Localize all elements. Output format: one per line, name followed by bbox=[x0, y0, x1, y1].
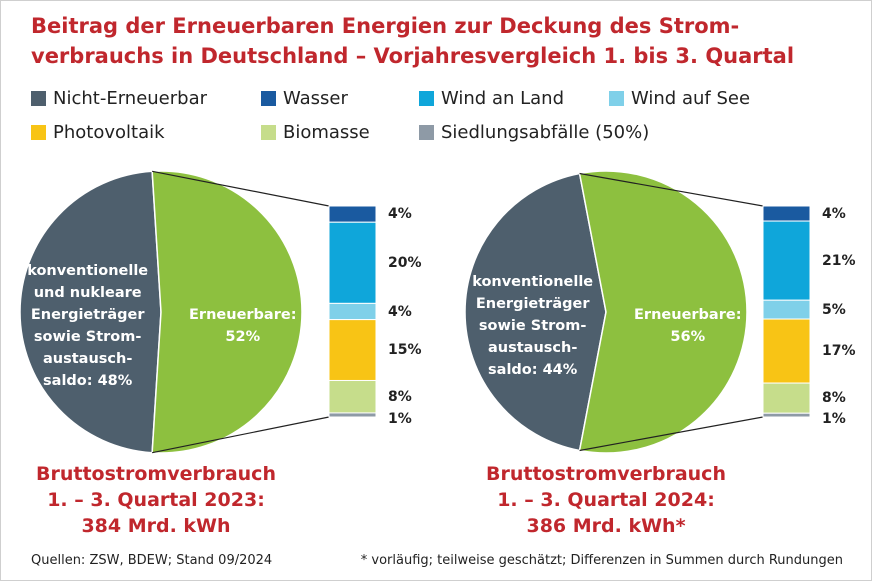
bar-segment bbox=[762, 205, 811, 222]
slice-label: Erneuerbare: 52% bbox=[189, 307, 297, 345]
segment-label: 15% bbox=[388, 342, 422, 359]
bar-segment bbox=[762, 299, 811, 320]
bar-segment bbox=[328, 379, 377, 414]
pie-slice bbox=[19, 170, 162, 454]
bar-segment bbox=[762, 220, 811, 301]
pie-slice bbox=[578, 170, 748, 454]
segment-label: 1% bbox=[822, 411, 846, 428]
bar-segment bbox=[762, 412, 811, 418]
bar-segment bbox=[328, 412, 377, 418]
legend-label: Photovoltaik bbox=[53, 122, 165, 143]
pie-slice bbox=[464, 172, 607, 452]
legend-swatch bbox=[261, 91, 276, 106]
footnote: * vorläufig; teilweise geschätzt; Differ… bbox=[360, 553, 843, 568]
chart-subtitle: Bruttostromverbrauch 1. – 3. Quartal 202… bbox=[486, 463, 726, 537]
legend-swatch bbox=[419, 91, 434, 106]
bar-segment bbox=[328, 205, 377, 223]
bar-segment bbox=[762, 318, 811, 384]
slice-label: Erneuerbare: 56% bbox=[634, 307, 742, 345]
bar-segment bbox=[328, 302, 377, 321]
legend-label: Wind an Land bbox=[441, 88, 565, 109]
segment-label: 1% bbox=[388, 410, 412, 427]
segment-label: 4% bbox=[388, 206, 412, 223]
connector bbox=[579, 172, 764, 207]
bar-segment bbox=[328, 319, 377, 381]
connector bbox=[579, 416, 764, 452]
chart-title: Beitrag der Erneuerbaren Energien zur De… bbox=[31, 14, 795, 68]
slice-label: konventionelle Energieträger sowie Strom… bbox=[472, 274, 594, 378]
connector bbox=[152, 416, 330, 454]
segment-label: 8% bbox=[822, 390, 846, 407]
legend-swatch bbox=[31, 125, 46, 140]
legend-swatch bbox=[31, 91, 46, 106]
connector bbox=[152, 170, 330, 207]
legend-label: Biomasse bbox=[283, 122, 370, 143]
segment-label: 17% bbox=[822, 343, 856, 360]
segment-label: 8% bbox=[388, 388, 412, 405]
chart-subtitle: Bruttostromverbrauch 1. – 3. Quartal 202… bbox=[36, 463, 276, 537]
pie-slice bbox=[151, 170, 303, 454]
legend-swatch bbox=[419, 125, 434, 140]
legend-label: Wasser bbox=[283, 88, 348, 109]
source: Quellen: ZSW, BDEW; Stand 09/2024 bbox=[31, 553, 273, 568]
legend-swatch bbox=[261, 125, 276, 140]
legend-label: Wind auf See bbox=[631, 88, 751, 109]
bar-segment bbox=[328, 221, 377, 304]
bar-segment bbox=[762, 382, 811, 414]
segment-label: 5% bbox=[822, 301, 846, 318]
segment-label: 4% bbox=[388, 303, 412, 320]
legend-swatch bbox=[609, 91, 624, 106]
segment-label: 21% bbox=[822, 252, 856, 269]
segment-label: 20% bbox=[388, 254, 422, 271]
segment-label: 4% bbox=[822, 205, 846, 222]
legend-label: Nicht-Erneuerbar bbox=[53, 88, 208, 109]
slice-label: konventionelle und nukleare Energieträge… bbox=[27, 263, 149, 389]
legend-label: Siedlungsabfälle (50%) bbox=[441, 122, 650, 143]
